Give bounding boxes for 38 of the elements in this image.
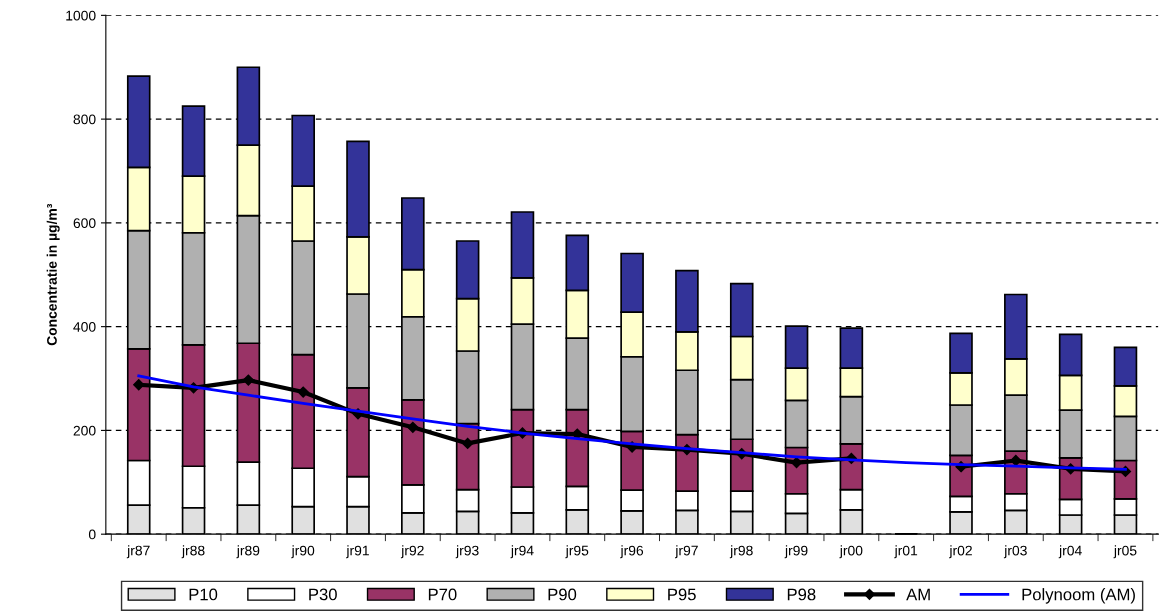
x-tick-label: jr88: [181, 545, 205, 559]
y-axis-title: Concentratie in µg/m³: [46, 203, 60, 346]
x-tick-label: jr99: [784, 545, 808, 559]
x-tick-label: jr95: [565, 545, 589, 559]
x-tick-label: jr92: [400, 545, 424, 559]
x-tick-label: jr93: [455, 545, 479, 559]
x-tick-label: jr87: [126, 545, 150, 559]
legend-label: P10: [189, 588, 218, 601]
legend-label: P70: [428, 588, 457, 601]
x-tick-label: jr96: [620, 545, 644, 559]
x-tick-label: jr02: [949, 545, 972, 559]
legend-label: P30: [309, 588, 337, 601]
point: [462, 437, 474, 449]
legend-label: P90: [548, 588, 577, 601]
x-tick-label: jr04: [1058, 545, 1082, 559]
x-tick-label: jr01: [894, 545, 918, 559]
y-tick-label: 800: [73, 114, 96, 125]
legend-label: P95: [668, 588, 696, 601]
legend-label: Polynoom (AM): [1022, 588, 1135, 604]
point: [407, 421, 419, 433]
x-tick-label: jr05: [1113, 545, 1137, 559]
x-tick-label: jr00: [839, 545, 863, 559]
point: [242, 374, 254, 386]
legend-label: P98: [787, 588, 816, 601]
x-tick-label: jr91: [346, 545, 369, 559]
x-tick-label: jr94: [510, 545, 534, 559]
legend-label: AM: [906, 588, 930, 601]
y-tick-label: 200: [73, 425, 96, 436]
x-tick-label: jr90: [291, 545, 315, 559]
y-tick-label: 0: [88, 529, 96, 540]
x-tick-label: jr89: [236, 545, 260, 559]
x-tick-label: jr97: [675, 545, 698, 559]
x-tick-label: jr98: [729, 545, 753, 559]
y-tick-label: 400: [73, 321, 96, 332]
point: [297, 386, 309, 398]
y-tick-label: 1000: [66, 10, 96, 21]
y-tick-label: 600: [73, 218, 96, 229]
x-tick-label: jr03: [1003, 545, 1027, 559]
